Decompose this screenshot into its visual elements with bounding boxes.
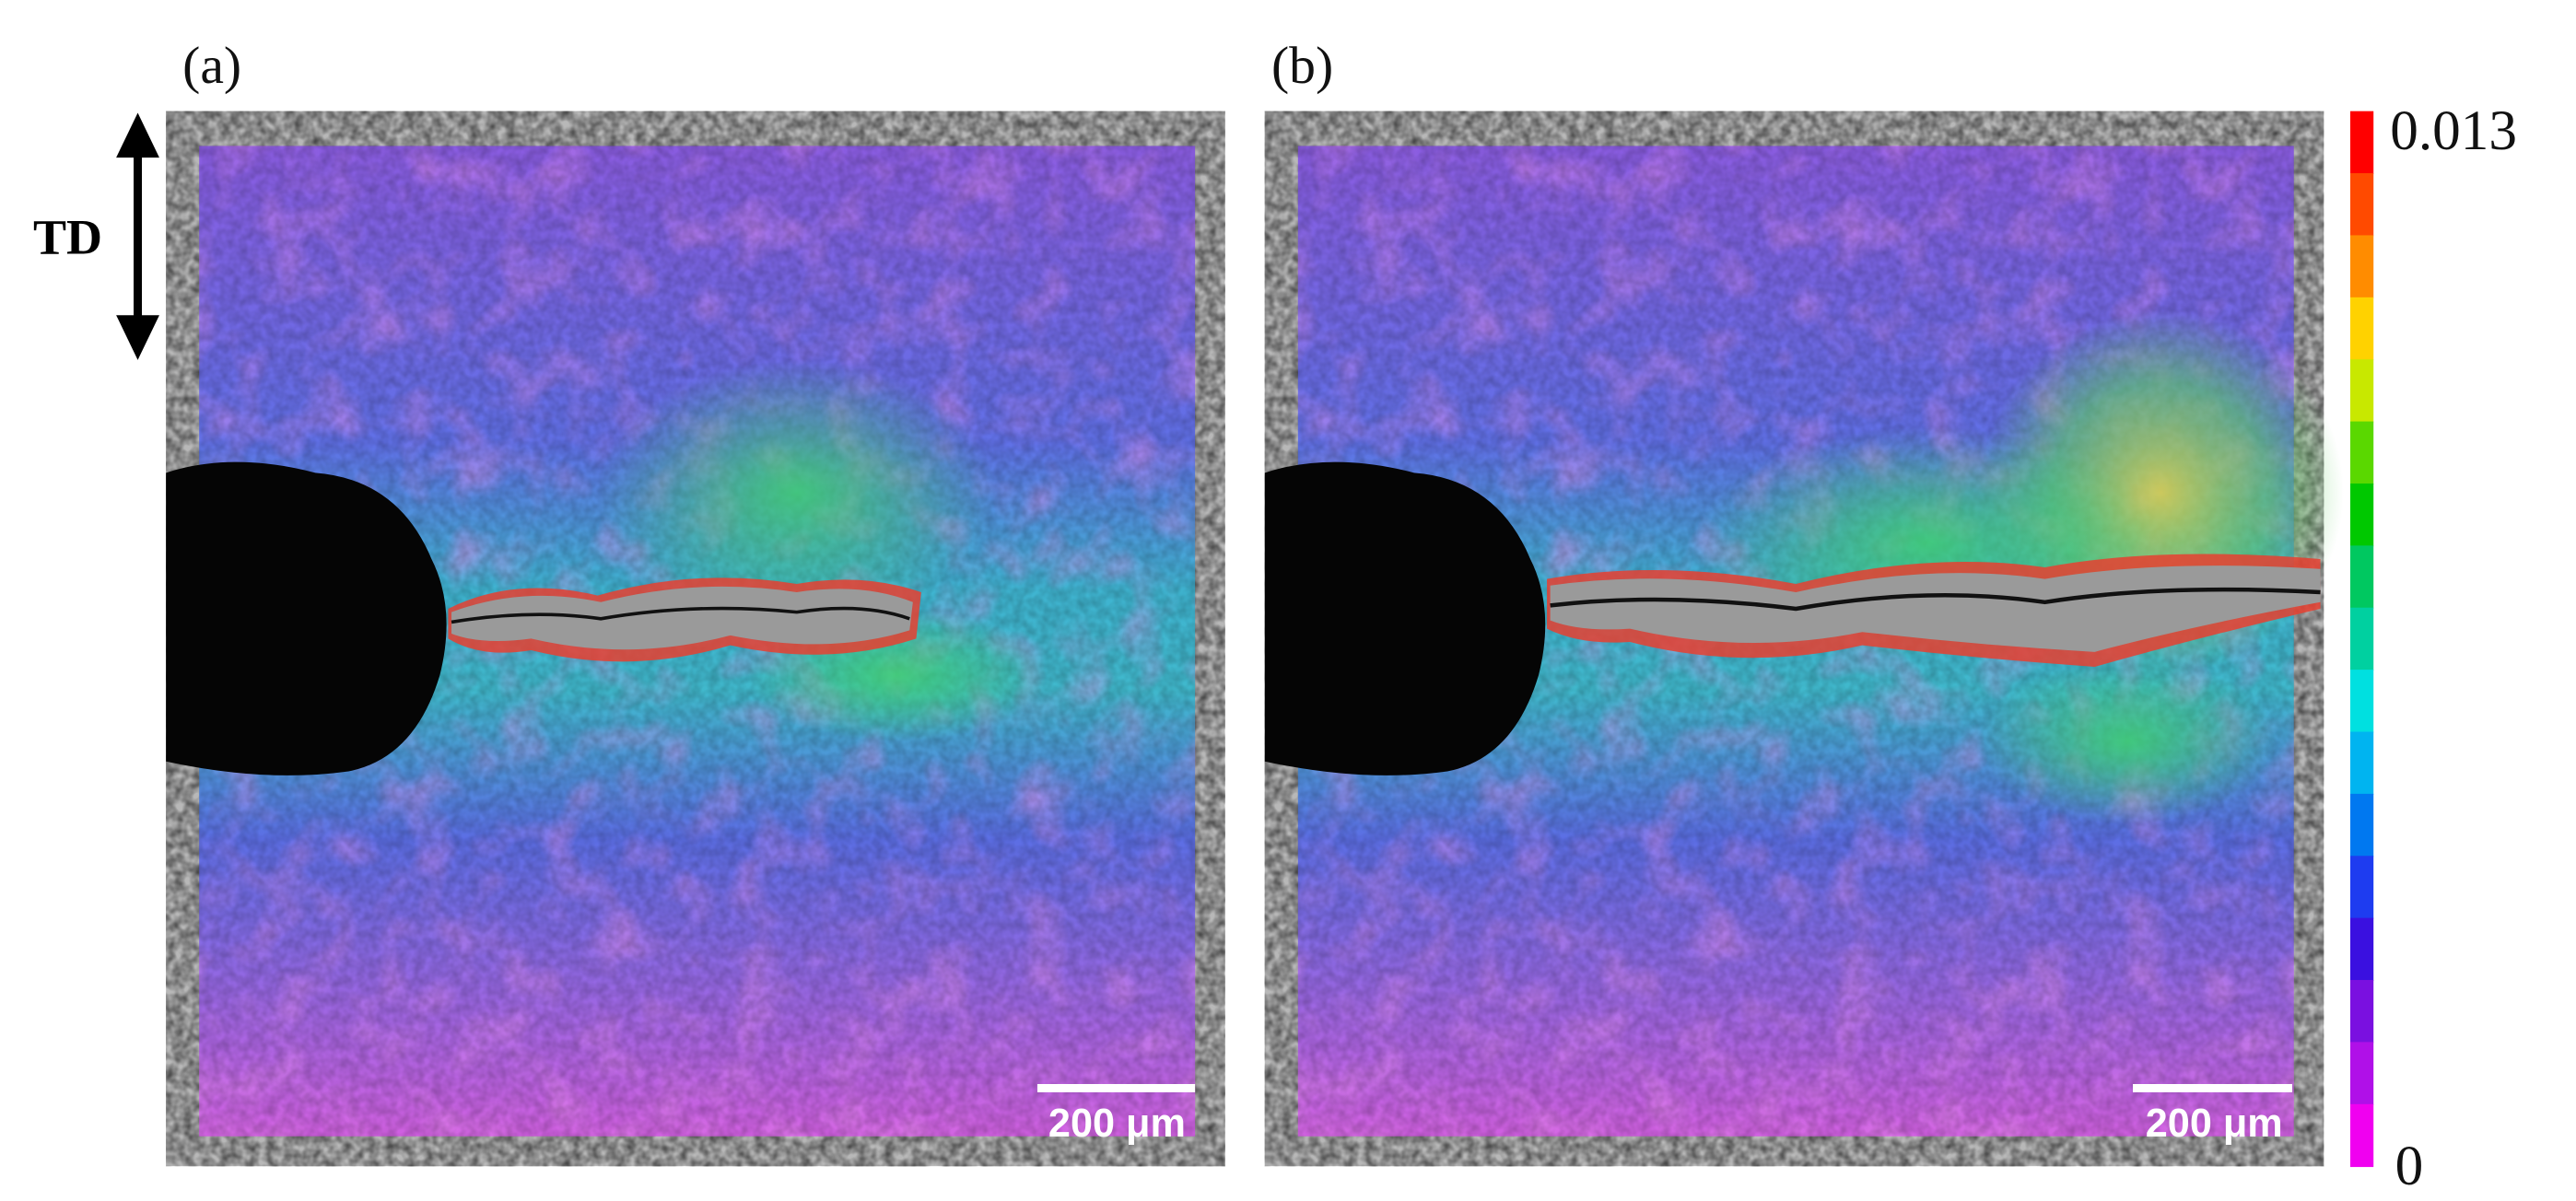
- direction-label: TD: [33, 210, 102, 265]
- colorbar-segment: [2349, 670, 2374, 733]
- colorbar-segment: [2349, 731, 2374, 795]
- colorbar-segment: [2349, 1103, 2374, 1168]
- colorbar-segment: [2349, 545, 2374, 609]
- colorbar-segment: [2349, 111, 2374, 174]
- panel-a: [166, 111, 1224, 1167]
- colorbar-segment: [2349, 483, 2374, 547]
- colorbar: [2349, 111, 2374, 1168]
- colorbar-max-label: 0.013: [2390, 99, 2517, 162]
- colorbar-segment: [2349, 421, 2374, 484]
- colorbar-segment: [2349, 297, 2374, 361]
- colorbar-segment: [2349, 856, 2374, 919]
- panel-label: (a): [182, 37, 241, 95]
- colorbar-segment: [2349, 1042, 2374, 1105]
- colorbar-segment: [2349, 607, 2374, 671]
- direction-arrow: [116, 112, 159, 360]
- scale-bar-label: 200 μm: [1048, 1102, 1186, 1146]
- colorbar-min-label: 0: [2395, 1135, 2424, 1197]
- scale-bar-label: 200 μm: [2146, 1102, 2283, 1146]
- panel-label: (b): [1271, 37, 1333, 95]
- colorbar-segment: [2349, 173, 2374, 237]
- panel-b: [1265, 111, 2344, 1167]
- colorbar-segment: [2349, 235, 2374, 298]
- colorbar-segment: [2349, 793, 2374, 857]
- colorbar-segment: [2349, 359, 2374, 423]
- colorbar-segment: [2349, 917, 2374, 981]
- colorbar-segment: [2349, 980, 2374, 1044]
